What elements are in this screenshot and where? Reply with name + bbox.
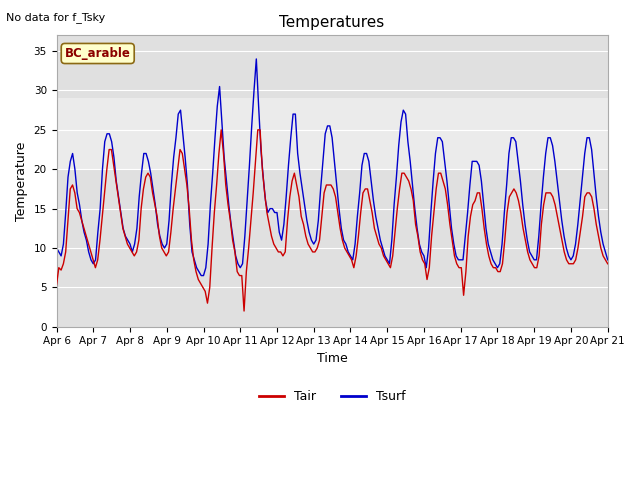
Tair [368,210,376,216]
Line: Tsurf: Tsurf [56,59,608,276]
Tair [254,127,262,133]
Tair [423,276,431,282]
Tsurf [372,214,380,219]
Legend: Tair, Tsurf: Tair, Tsurf [254,385,410,408]
Tair [218,127,225,133]
Tair [343,249,351,255]
Tsurf [115,194,122,200]
Tsurf [602,249,609,255]
Tair [604,261,612,266]
Tsurf [604,257,612,263]
Line: Tair: Tair [56,130,608,311]
X-axis label: Time: Time [317,352,348,365]
Bar [56,98,608,169]
Tair [71,190,79,196]
Tsurf [52,245,60,251]
Text: BC_arable: BC_arable [65,47,131,60]
Tsurf [197,273,205,278]
Tsurf [464,210,472,216]
Text: No data for f_Tsky: No data for f_Tsky [6,12,106,23]
Title: Temperatures: Temperatures [280,15,385,30]
Tsurf [500,210,508,216]
Tair [52,282,60,288]
Tair [240,308,248,314]
Tair [350,265,358,271]
Y-axis label: Temperature: Temperature [15,142,28,221]
Tsurf [266,206,274,212]
Tsurf [253,56,260,62]
